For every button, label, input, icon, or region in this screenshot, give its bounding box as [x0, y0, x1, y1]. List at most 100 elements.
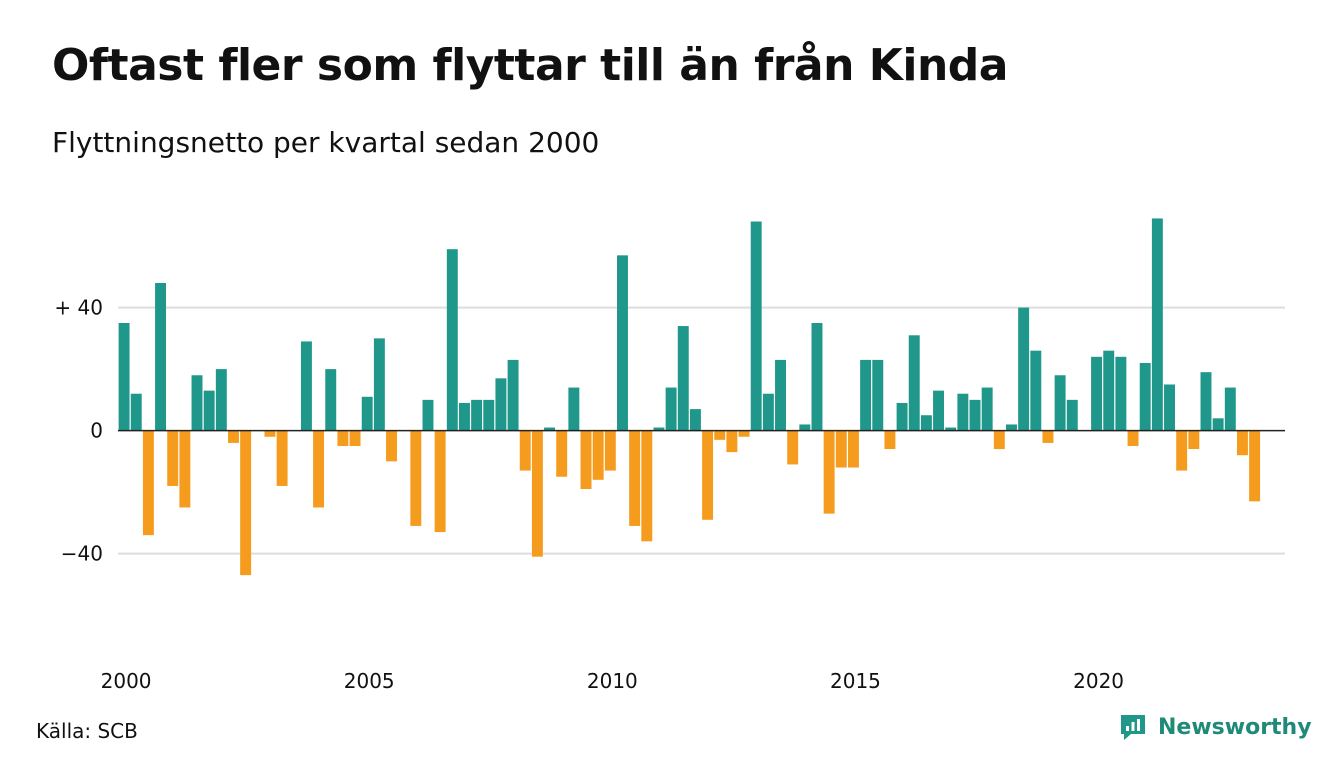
bar — [799, 424, 811, 431]
bar — [1151, 218, 1163, 431]
bar — [240, 430, 252, 576]
bar — [361, 396, 373, 431]
bar — [276, 430, 288, 486]
bar — [556, 430, 568, 477]
bar — [689, 409, 701, 431]
y-axis-ticks: + 40 0 −40 — [54, 296, 103, 566]
bar — [969, 399, 981, 431]
bar — [1200, 372, 1212, 431]
bar — [1030, 350, 1042, 431]
bar — [1115, 356, 1127, 431]
bar — [130, 393, 142, 431]
bar — [653, 427, 665, 431]
bar — [981, 387, 993, 431]
bar — [726, 430, 738, 453]
x-tick-label: 2015 — [830, 669, 881, 693]
bar — [1139, 362, 1151, 431]
bar — [373, 338, 385, 431]
bar — [775, 359, 786, 431]
x-axis-ticks: 2000 2005 2010 2015 2020 — [101, 669, 1124, 693]
bar — [410, 430, 422, 526]
bar — [641, 430, 653, 542]
bar — [531, 430, 543, 557]
brand[interactable]: Newsworthy — [1118, 712, 1312, 742]
bar — [215, 369, 227, 431]
bar — [604, 430, 616, 471]
bar — [349, 430, 361, 446]
x-tick-label: 2005 — [344, 669, 395, 693]
bar — [1212, 418, 1224, 431]
bar — [1042, 430, 1054, 443]
bar — [860, 359, 872, 431]
bar — [1091, 356, 1103, 431]
y-tick-label: + 40 — [54, 296, 103, 320]
bar — [483, 399, 495, 431]
bar — [702, 430, 714, 520]
bar — [908, 335, 920, 431]
bar — [1164, 384, 1175, 431]
bar — [118, 322, 130, 431]
bar — [629, 430, 641, 526]
bar — [495, 378, 507, 431]
bar — [835, 430, 847, 468]
bar — [1236, 430, 1248, 456]
bar — [519, 430, 531, 471]
bar — [811, 322, 823, 431]
bar — [386, 430, 397, 462]
bar — [471, 399, 483, 431]
bar — [920, 415, 932, 431]
bar — [458, 402, 470, 431]
bar — [544, 427, 556, 431]
bar — [325, 369, 337, 431]
bar — [617, 255, 628, 431]
bar — [434, 430, 446, 533]
bar — [446, 249, 458, 431]
bars — [118, 218, 1261, 576]
bar — [896, 402, 908, 431]
bar — [714, 430, 726, 440]
bar — [1188, 430, 1200, 450]
bar — [1249, 430, 1261, 502]
bar — [665, 387, 677, 431]
y-tick-label: −40 — [61, 542, 103, 566]
bar — [507, 359, 519, 431]
newsworthy-logo-icon — [1121, 715, 1145, 740]
x-tick-label: 2000 — [101, 669, 152, 693]
y-tick-label: 0 — [90, 419, 103, 443]
bar — [933, 390, 945, 431]
bar — [1224, 387, 1236, 431]
chart-subtitle: Flyttningsnetto per kvartal sedan 2000 — [52, 126, 600, 159]
bar — [957, 393, 969, 431]
bar — [580, 430, 592, 490]
bar — [993, 430, 1005, 450]
bar — [592, 430, 604, 480]
bar — [945, 427, 957, 431]
bar — [872, 359, 884, 431]
bar — [337, 430, 349, 446]
bar — [1127, 430, 1139, 446]
bar — [884, 430, 896, 450]
bar — [847, 430, 859, 468]
bar — [1176, 430, 1188, 471]
bar — [787, 430, 799, 465]
bar — [228, 430, 239, 443]
bar — [738, 430, 750, 437]
bar — [750, 221, 762, 431]
x-tick-label: 2010 — [587, 669, 638, 693]
bar — [1006, 424, 1017, 431]
bar — [1103, 350, 1115, 431]
bar — [677, 326, 689, 431]
chart-title: Oftast fler som flyttar till än från Kin… — [52, 40, 1008, 91]
bar — [313, 430, 325, 508]
bar — [179, 430, 191, 508]
bar — [762, 393, 774, 431]
bar — [823, 430, 835, 514]
bar — [1018, 307, 1030, 431]
bar — [167, 430, 179, 486]
bar — [203, 390, 215, 431]
source-note: Källa: SCB — [36, 719, 138, 743]
bar — [155, 283, 167, 431]
brand-name: Newsworthy — [1158, 714, 1312, 740]
bar — [1066, 399, 1078, 431]
